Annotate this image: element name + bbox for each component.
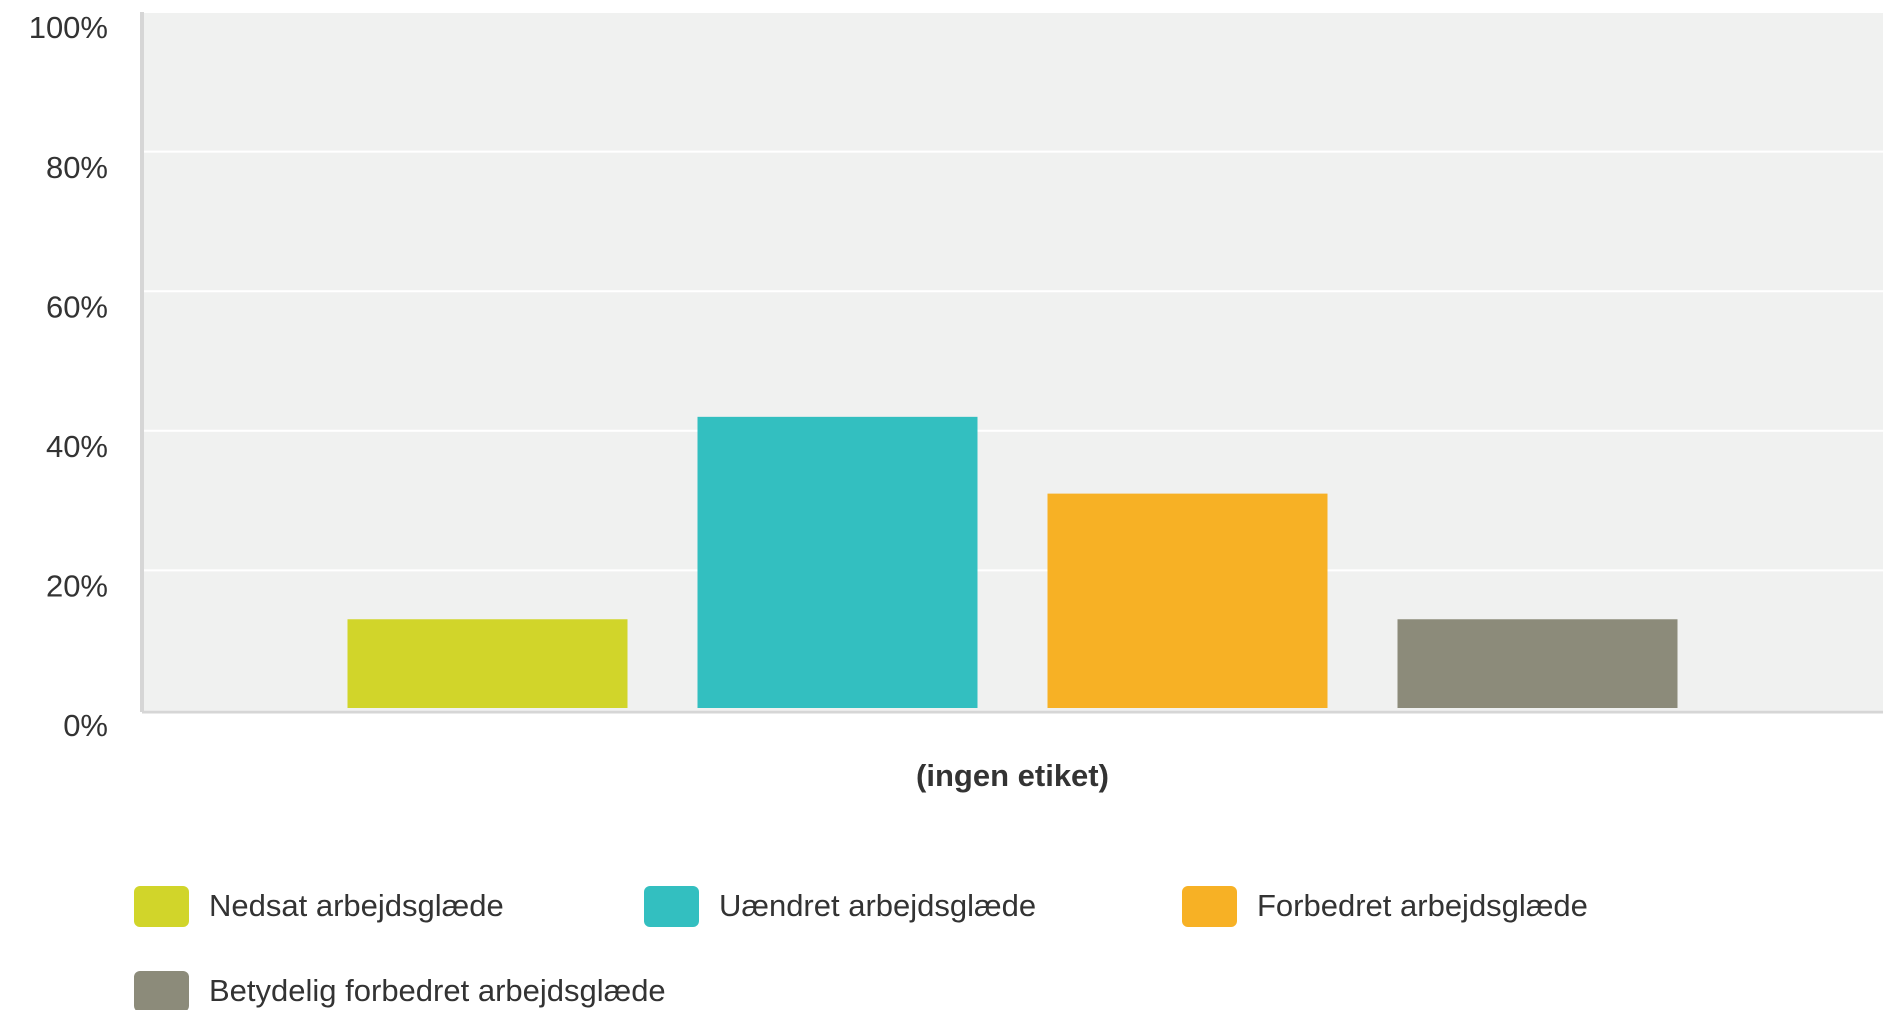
legend-swatch: [644, 886, 699, 927]
legend-label: Forbedret arbejdsglæde: [1257, 888, 1588, 923]
y-tick-label: 100%: [29, 10, 108, 45]
y-tick-label: 40%: [46, 429, 108, 464]
y-tick-label: 60%: [46, 289, 108, 324]
bar: [347, 619, 628, 708]
legend-swatch: [134, 886, 189, 927]
plot-background: [142, 12, 1883, 710]
bar: [1397, 619, 1678, 708]
y-tick-label: 20%: [46, 569, 108, 604]
y-tick-label: 0%: [63, 708, 108, 743]
x-tick-label: (ingen etiket): [916, 758, 1109, 793]
legend-label: Uændret arbejdsglæde: [719, 888, 1036, 923]
bar: [697, 416, 978, 708]
legend-swatch: [134, 971, 189, 1012]
legend-swatch: [1182, 886, 1237, 927]
legend-label: Betydelig forbedret arbejdsglæde: [209, 973, 666, 1008]
bar: [1047, 493, 1328, 708]
y-tick-label: 80%: [46, 150, 108, 185]
legend-label: Nedsat arbejdsglæde: [209, 888, 504, 923]
